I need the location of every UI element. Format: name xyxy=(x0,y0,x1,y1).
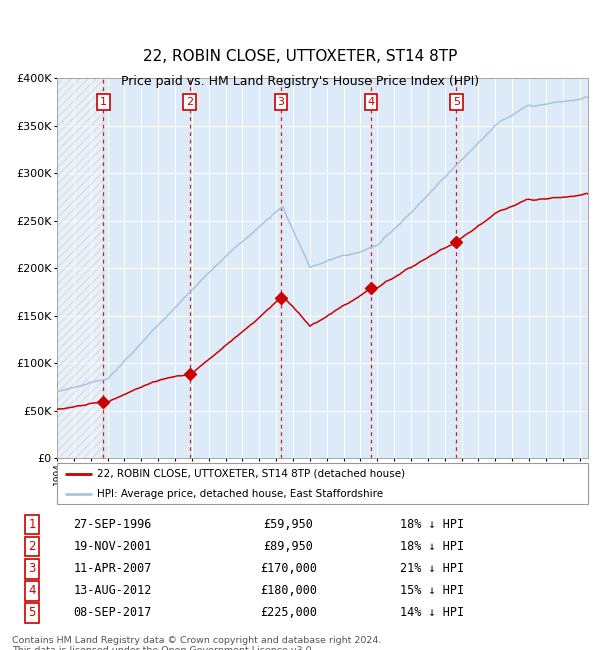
Text: £170,000: £170,000 xyxy=(260,562,317,575)
Text: 4: 4 xyxy=(367,97,374,107)
Text: 15% ↓ HPI: 15% ↓ HPI xyxy=(400,584,464,597)
Text: 11-APR-2007: 11-APR-2007 xyxy=(74,562,152,575)
Text: 3: 3 xyxy=(277,97,284,107)
Text: 2: 2 xyxy=(28,540,36,553)
Text: 5: 5 xyxy=(453,97,460,107)
Text: 27-SEP-1996: 27-SEP-1996 xyxy=(74,518,152,531)
Text: 3: 3 xyxy=(28,562,36,575)
Bar xyxy=(57,78,103,458)
Text: 18% ↓ HPI: 18% ↓ HPI xyxy=(400,518,464,531)
Text: Contains HM Land Registry data © Crown copyright and database right 2024.
This d: Contains HM Land Registry data © Crown c… xyxy=(12,636,382,650)
Text: 4: 4 xyxy=(28,584,36,597)
Text: 08-SEP-2017: 08-SEP-2017 xyxy=(74,606,152,619)
Text: 1: 1 xyxy=(100,97,107,107)
Text: 22, ROBIN CLOSE, UTTOXETER, ST14 8TP: 22, ROBIN CLOSE, UTTOXETER, ST14 8TP xyxy=(143,49,457,64)
Text: £59,950: £59,950 xyxy=(263,518,313,531)
Text: Price paid vs. HM Land Registry's House Price Index (HPI): Price paid vs. HM Land Registry's House … xyxy=(121,75,479,88)
Text: 18% ↓ HPI: 18% ↓ HPI xyxy=(400,540,464,553)
Text: £180,000: £180,000 xyxy=(260,584,317,597)
Text: 5: 5 xyxy=(28,606,36,619)
Text: 2: 2 xyxy=(186,97,193,107)
Text: 19-NOV-2001: 19-NOV-2001 xyxy=(74,540,152,553)
Text: 22, ROBIN CLOSE, UTTOXETER, ST14 8TP (detached house): 22, ROBIN CLOSE, UTTOXETER, ST14 8TP (de… xyxy=(97,469,405,478)
Text: 21% ↓ HPI: 21% ↓ HPI xyxy=(400,562,464,575)
Text: £225,000: £225,000 xyxy=(260,606,317,619)
Text: HPI: Average price, detached house, East Staffordshire: HPI: Average price, detached house, East… xyxy=(97,489,383,499)
Text: £89,950: £89,950 xyxy=(263,540,313,553)
FancyBboxPatch shape xyxy=(57,463,588,504)
Text: 13-AUG-2012: 13-AUG-2012 xyxy=(74,584,152,597)
Text: 1: 1 xyxy=(28,518,36,531)
Text: 14% ↓ HPI: 14% ↓ HPI xyxy=(400,606,464,619)
